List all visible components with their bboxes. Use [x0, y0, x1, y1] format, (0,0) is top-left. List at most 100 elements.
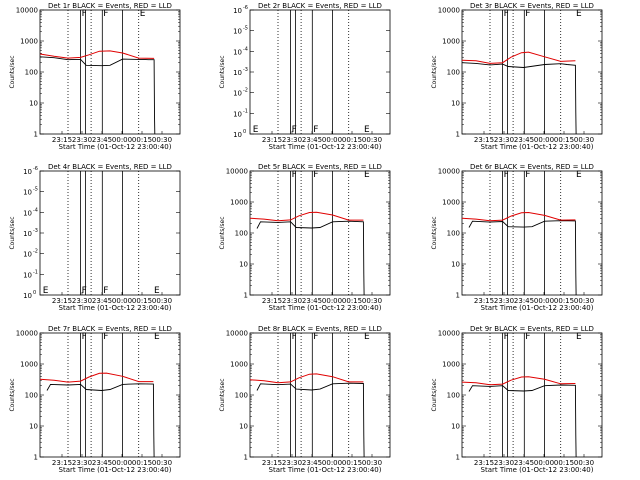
x-tick-label: 23:30 — [72, 297, 92, 305]
x-tick-label: 23:15 — [474, 459, 494, 467]
y-axis-label: Counts/sec — [9, 55, 16, 88]
x-tick-label: 23:45 — [302, 459, 322, 467]
y-axis-label: Counts/sec — [219, 378, 226, 411]
panel-title: Det 7r BLACK = Events, RED = LLD — [48, 325, 172, 333]
x-tick-label: 23:45 — [92, 459, 112, 467]
events-series-line — [46, 383, 155, 458]
events-series-line — [468, 220, 577, 296]
lld-series-line — [461, 211, 576, 222]
flag-marker: E — [364, 332, 370, 342]
x-axis-label: Start Time (01-Oct-12 23:00:40) — [481, 466, 594, 474]
flag-marker: E — [43, 286, 49, 296]
y-tick-label: 10000 — [16, 330, 38, 338]
x-axis-label: Start Time (01-Oct-12 23:00:40) — [59, 466, 172, 474]
x-tick-label: 23:15 — [262, 297, 282, 305]
detector-panel-3: Det 3r BLACK = Events, RED = LLD 1 10 100 10… — [431, 2, 603, 151]
flag-marker: F — [292, 170, 297, 180]
flag-marker: F — [504, 170, 509, 180]
x-tick-label: 00:30 — [574, 297, 594, 305]
y-tick-label: 10 — [23, 251, 32, 259]
x-tick-label: 00:30 — [152, 459, 172, 467]
y-tick-label: 10000 — [438, 7, 460, 15]
lld-series-line — [461, 376, 576, 386]
flag-marker: F — [504, 332, 509, 342]
panel-title: Det 3r BLACK = Events, RED = LLD — [470, 2, 594, 10]
y-tick-label: 1 — [456, 454, 460, 462]
x-tick-label: 23:45 — [514, 459, 534, 467]
events-series-line — [39, 56, 156, 135]
plot-frame — [249, 170, 391, 296]
y-tick-label: 1000 — [442, 199, 460, 207]
y-tick-label: 10000 — [16, 7, 38, 15]
x-tick-label: 00:15 — [132, 459, 152, 467]
plot-frame — [249, 332, 391, 458]
x-tick-label: 00:00 — [322, 136, 342, 144]
plot-frame — [461, 332, 603, 458]
x-tick-label: 23:30 — [282, 136, 302, 144]
lld-series-line — [461, 51, 576, 64]
panel-title: Det 4r BLACK = Events, RED = LLD — [48, 163, 172, 171]
lld-series-line — [39, 372, 154, 383]
y-tick-exponent: -4 — [33, 207, 38, 213]
y-tick-label: 1 — [34, 454, 38, 462]
x-tick-label: 23:45 — [514, 136, 534, 144]
x-tick-label: 00:15 — [132, 297, 152, 305]
plot-frame — [39, 170, 181, 296]
y-tick-exponent: -2 — [243, 88, 248, 94]
x-tick-label: 23:30 — [282, 459, 302, 467]
flag-marker: F — [82, 332, 87, 342]
x-tick-label: 23:45 — [302, 297, 322, 305]
x-tick-label: 00:30 — [362, 459, 382, 467]
events-series-line — [256, 220, 365, 296]
x-tick-label: 23:30 — [282, 297, 302, 305]
lld-series-line — [39, 50, 155, 59]
flag-marker: F — [292, 125, 297, 135]
x-axis-label: Start Time (01-Oct-12 23:00:40) — [481, 304, 594, 312]
x-tick-label: 23:15 — [52, 297, 72, 305]
flag-marker: F — [292, 332, 297, 342]
y-tick-label: 1000 — [20, 38, 38, 46]
y-tick-exponent: -1 — [243, 108, 248, 114]
y-tick-label: 10 — [29, 423, 38, 431]
x-tick-label: 00:30 — [152, 136, 172, 144]
y-tick-label: 10 — [233, 7, 242, 15]
flag-marker: E — [576, 332, 582, 342]
plot-frame — [249, 9, 391, 135]
flag-marker: E — [154, 332, 160, 342]
x-tick-label: 23:15 — [262, 136, 282, 144]
flag-marker: F — [504, 9, 509, 19]
y-tick-label: 10000 — [438, 168, 460, 176]
y-tick-exponent: -4 — [243, 46, 248, 52]
flag-marker: E — [154, 286, 160, 296]
x-tick-label: 00:00 — [322, 297, 342, 305]
y-tick-label: 1000 — [230, 199, 248, 207]
y-tick-label: 1 — [456, 292, 460, 300]
x-tick-label: 23:30 — [494, 136, 514, 144]
y-tick-label: 10 — [23, 292, 32, 300]
y-tick-label: 10 — [233, 69, 242, 77]
flag-marker: E — [364, 170, 370, 180]
y-axis-label: Counts/sec — [431, 378, 438, 411]
detector-panel-9: Det 9r BLACK = Events, RED = LLD 1 10 100 10… — [431, 325, 603, 474]
x-tick-label: 23:30 — [72, 136, 92, 144]
y-tick-label: 10000 — [226, 330, 248, 338]
y-tick-exponent: -5 — [33, 187, 38, 193]
y-tick-label: 100 — [447, 392, 460, 400]
x-tick-label: 00:00 — [112, 459, 132, 467]
y-axis-label: Counts/sec — [431, 55, 438, 88]
x-tick-label: 23:45 — [92, 136, 112, 144]
x-tick-label: 00:15 — [342, 136, 362, 144]
detector-panel-1: Det 1r BLACK = Events, RED = LLD 1 10 100 10… — [9, 2, 181, 151]
flag-marker: E — [576, 9, 582, 19]
flag-marker: F — [82, 286, 87, 296]
x-tick-label: 00:30 — [574, 459, 594, 467]
detector-panel-5: Det 5r BLACK = Events, RED = LLD 1 10 100 10… — [219, 163, 391, 312]
x-tick-label: 00:00 — [534, 136, 554, 144]
x-tick-label: 00:00 — [322, 459, 342, 467]
plot-frame — [39, 9, 181, 135]
panel-title: Det 9r BLACK = Events, RED = LLD — [470, 325, 594, 333]
x-tick-label: 00:15 — [132, 136, 152, 144]
y-tick-label: 10 — [451, 423, 460, 431]
y-tick-label: 100 — [235, 230, 248, 238]
